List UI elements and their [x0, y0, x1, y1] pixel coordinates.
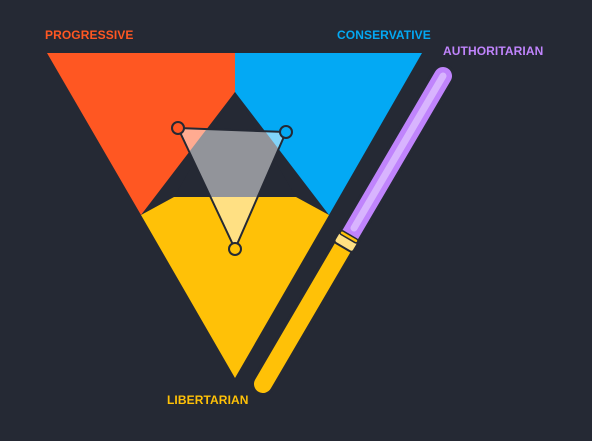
slider-libertarian-fill	[254, 233, 355, 393]
progressive-handle[interactable]	[171, 121, 185, 135]
selection-triangle	[177, 127, 287, 250]
progressive-label: PROGRESSIVE	[45, 28, 134, 42]
libertarian-region[interactable]	[141, 197, 329, 378]
authoritarian-libertarian-slider[interactable]	[251, 64, 455, 396]
libertarian-handle[interactable]	[228, 242, 242, 256]
libertarian-label: LIBERTARIAN	[167, 393, 249, 407]
conservative-region[interactable]	[235, 53, 422, 215]
progressive-region[interactable]	[47, 53, 235, 215]
slider-thumb[interactable]	[333, 230, 359, 253]
conservative-label: CONSERVATIVE	[337, 28, 431, 42]
conservative-handle[interactable]	[279, 125, 293, 139]
authoritarian-label: AUTHORITARIAN	[443, 44, 544, 58]
slider-authoritarian-highlight	[350, 72, 447, 232]
